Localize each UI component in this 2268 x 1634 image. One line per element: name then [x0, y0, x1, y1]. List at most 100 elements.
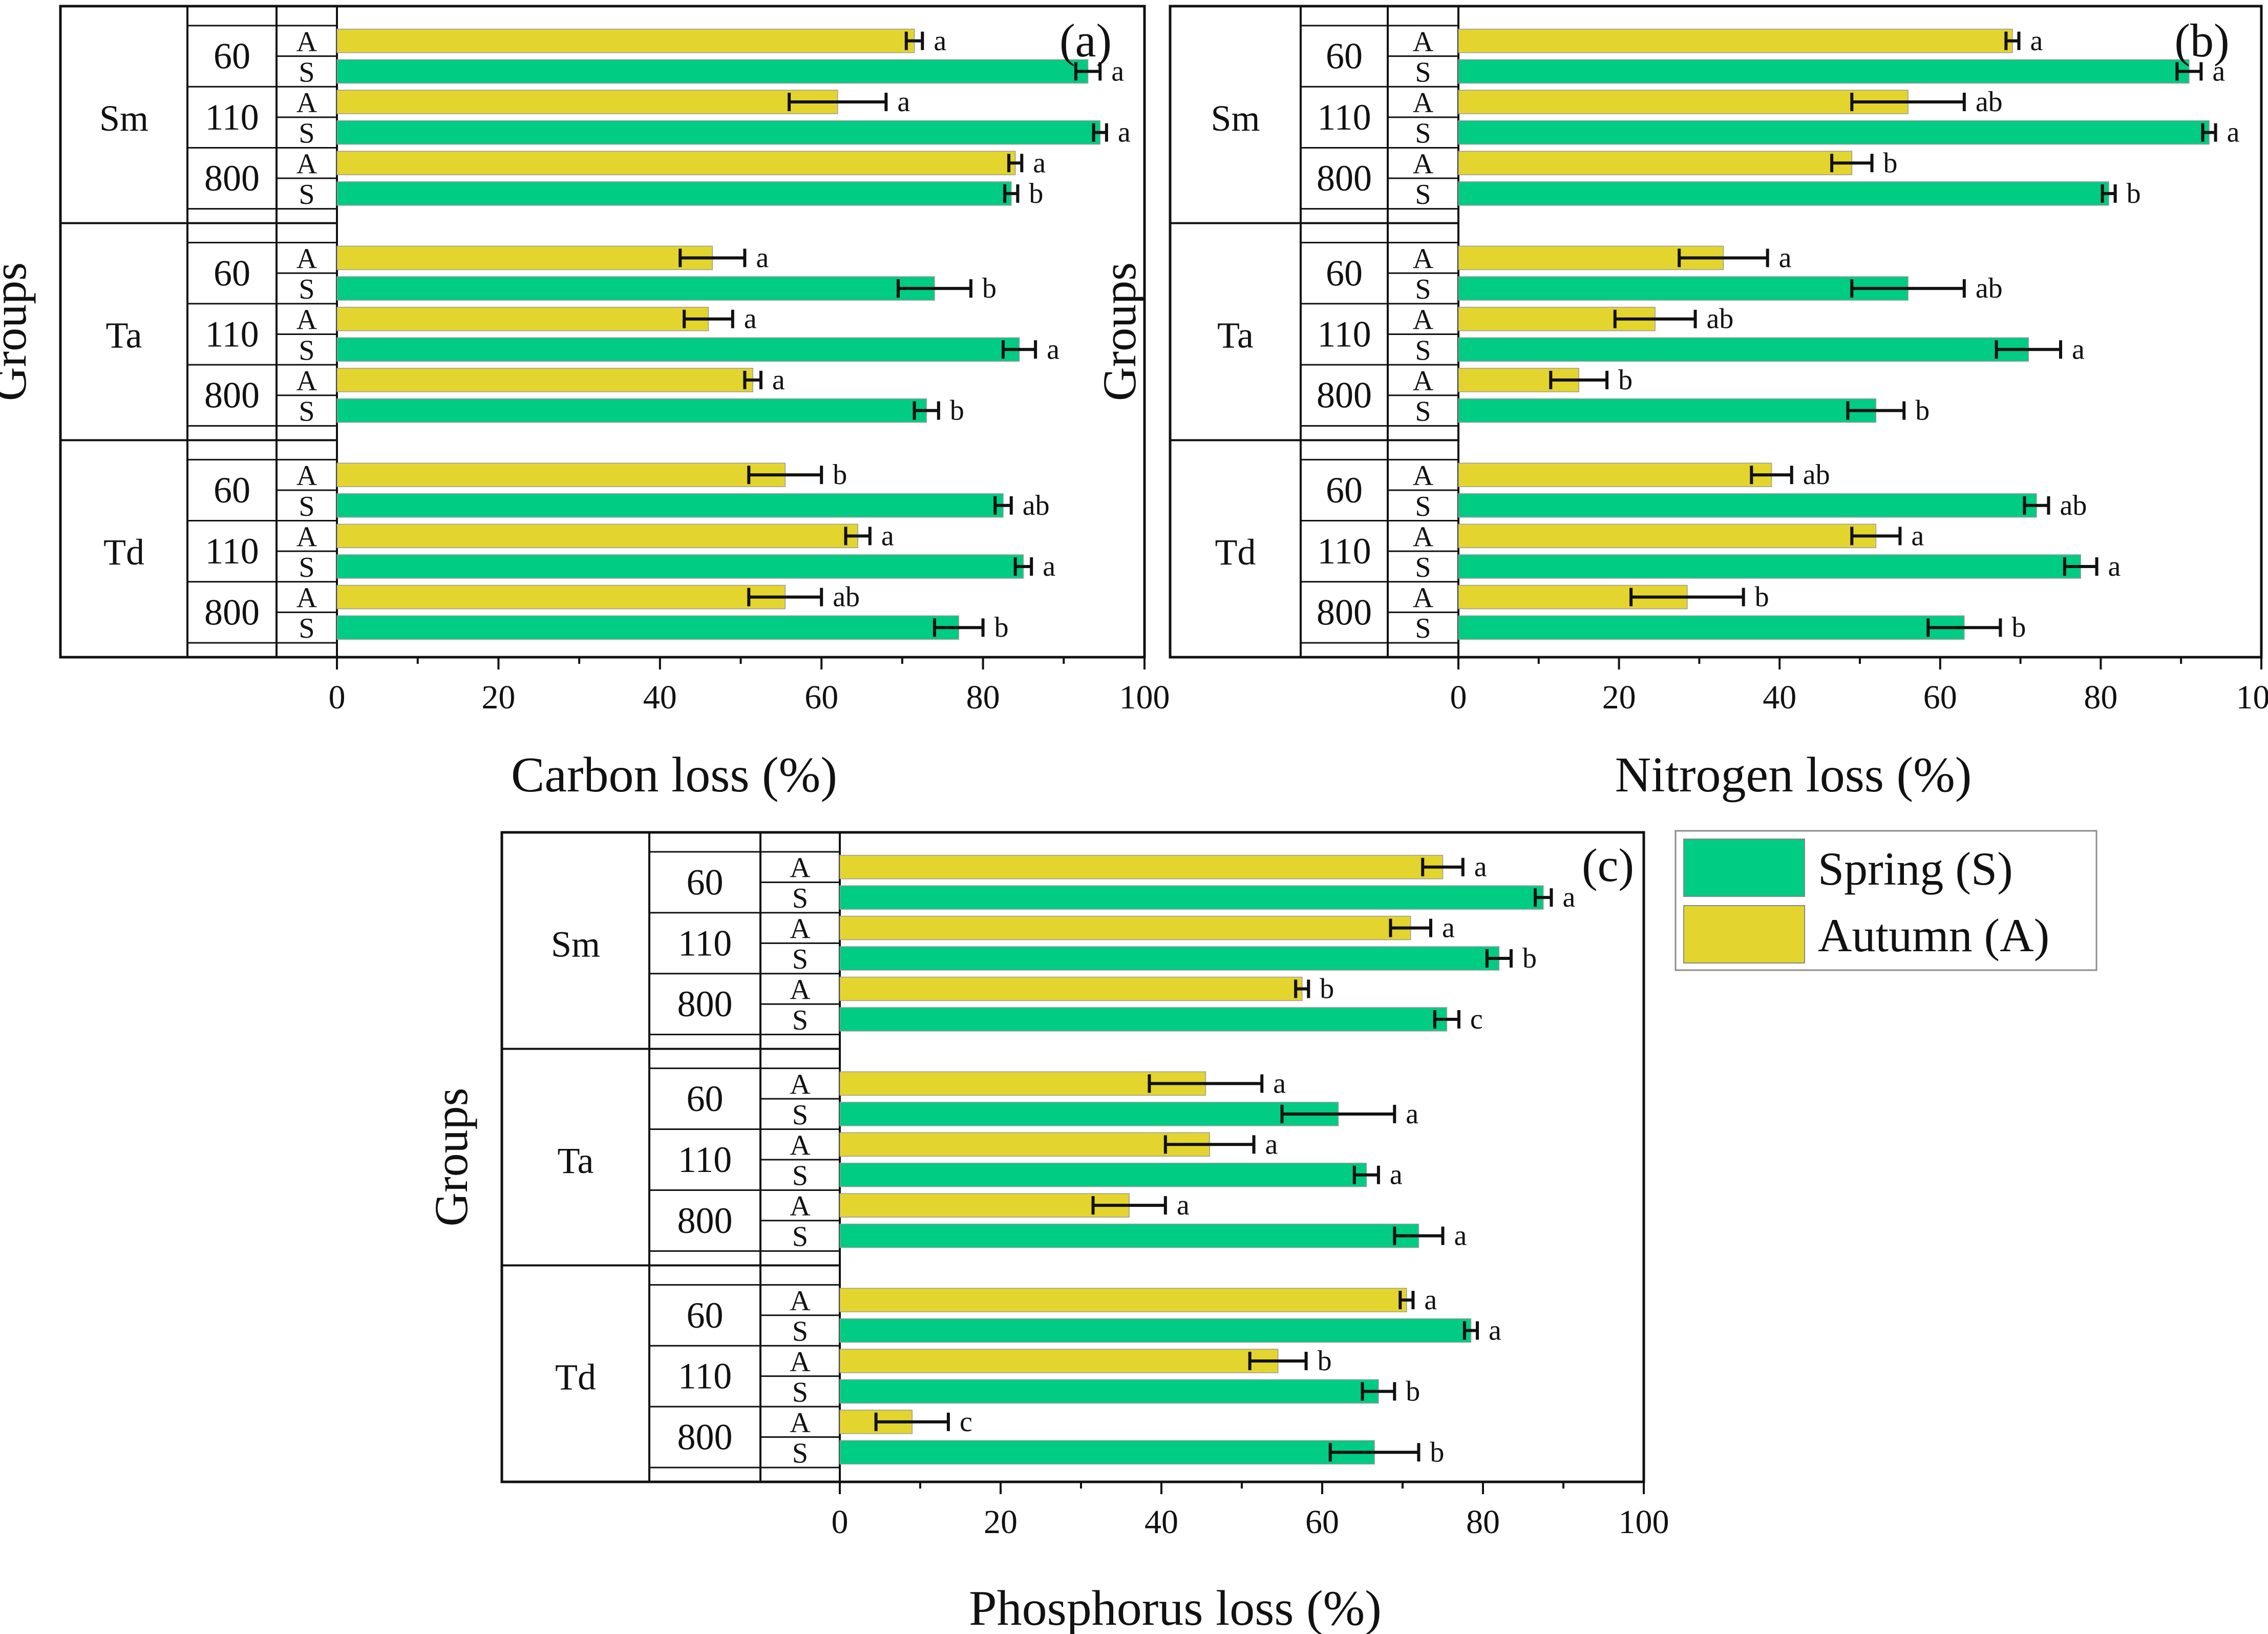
season-label-autumn: A: [1413, 243, 1434, 275]
season-label-spring: S: [299, 118, 314, 150]
bar-autumn: [336, 29, 915, 53]
dosage-label: 800: [1317, 592, 1372, 633]
panel-letter: (a): [1059, 14, 1112, 67]
season-label-autumn: A: [1413, 26, 1434, 58]
significance-letter: b: [982, 273, 997, 304]
season-label-autumn: A: [790, 1129, 811, 1161]
season-label-autumn: A: [296, 26, 317, 58]
significance-letter: b: [1430, 1436, 1444, 1468]
season-label-spring: S: [792, 1316, 808, 1348]
season-label-autumn: A: [1413, 304, 1434, 336]
plot-frame: [1169, 5, 2263, 659]
panel-letter: (c): [1582, 839, 1634, 891]
significance-letter: b: [1755, 581, 1769, 613]
bar-spring: [1458, 615, 1965, 640]
significance-letter: a: [1406, 1098, 1418, 1130]
dosage-label: 110: [678, 1356, 732, 1397]
dosage-label: 110: [678, 923, 732, 963]
significance-letter: c: [1470, 1003, 1483, 1035]
species-label: Td: [1215, 532, 1256, 573]
bar-autumn: [336, 463, 786, 487]
season-label-spring: S: [1415, 179, 1431, 211]
dosage-label: 60: [214, 253, 250, 294]
season-label-spring: S: [792, 883, 808, 914]
bar-autumn: [336, 90, 838, 114]
bar-spring: [839, 1162, 1367, 1187]
bar-autumn: [336, 368, 753, 392]
season-label-autumn: A: [1413, 87, 1434, 119]
x-axis-title: Phosphorus loss (%): [969, 1581, 1382, 1634]
season-label-spring: S: [299, 613, 314, 644]
x-tick-label: 80: [2084, 679, 2117, 716]
species-label: Td: [555, 1357, 596, 1398]
species-label: Sm: [99, 98, 149, 139]
dosage-label: 800: [1317, 158, 1372, 199]
bar-autumn: [1458, 151, 1853, 175]
x-axis-title: Nitrogen loss (%): [1615, 747, 1972, 803]
significance-letter: a: [1911, 520, 1924, 552]
x-tick-label: 20: [481, 679, 515, 716]
bar-spring: [336, 493, 1004, 518]
season-label-spring: S: [299, 334, 314, 366]
season-label-spring: S: [792, 1437, 808, 1469]
season-label-autumn: A: [296, 365, 317, 397]
significance-letter: b: [1320, 973, 1334, 1005]
significance-letter: a: [1454, 1220, 1467, 1252]
season-label-spring: S: [792, 1099, 808, 1131]
x-tick-label: 60: [804, 679, 838, 716]
x-tick-label: 100: [2236, 679, 2268, 716]
season-label-spring: S: [1415, 118, 1431, 150]
dosage-label: 110: [1317, 97, 1371, 138]
season-label-autumn: A: [296, 243, 317, 275]
season-label-autumn: A: [790, 1346, 811, 1378]
x-tick-label: 40: [643, 679, 677, 716]
significance-letter: a: [1118, 117, 1131, 149]
significance-letter: b: [1883, 147, 1898, 179]
bar-spring: [336, 398, 927, 423]
bar-autumn: [336, 245, 713, 270]
x-tick-label: 0: [832, 1503, 849, 1541]
significance-letter: a: [1442, 912, 1455, 944]
legend-label-autumn: Autumn (A): [1818, 909, 2049, 961]
season-label-spring: S: [792, 944, 808, 975]
bar-autumn: [336, 584, 786, 610]
season-label-autumn: A: [1413, 148, 1434, 180]
x-tick-label: 0: [329, 679, 346, 716]
bar-autumn: [1458, 523, 1877, 549]
bar-spring: [336, 120, 1101, 145]
bar-spring: [839, 885, 1544, 910]
dosage-label: 60: [1326, 36, 1363, 77]
significance-letter: a: [744, 303, 757, 335]
bar-autumn: [839, 1193, 1130, 1218]
season-label-autumn: A: [296, 460, 317, 492]
season-label-spring: S: [1415, 334, 1431, 366]
x-tick-label: 20: [1602, 679, 1636, 716]
bar-autumn: [839, 854, 1444, 879]
significance-letter: ab: [2060, 490, 2087, 521]
bar-autumn: [336, 306, 709, 331]
season-label-autumn: A: [790, 852, 811, 884]
dosage-label: 60: [687, 1078, 724, 1119]
dosage-label: 60: [687, 862, 724, 903]
significance-letter: a: [1474, 851, 1487, 883]
season-label-spring: S: [1415, 552, 1431, 583]
significance-letter: ab: [1976, 86, 2003, 118]
season-label-spring: S: [299, 491, 314, 522]
significance-letter: a: [1177, 1189, 1190, 1221]
bar-spring: [839, 1440, 1375, 1465]
season-label-spring: S: [1415, 396, 1431, 428]
significance-letter: a: [1273, 1067, 1286, 1099]
bar-autumn: [336, 151, 1016, 175]
y-axis-title: Groups: [425, 1088, 477, 1227]
x-tick-label: 40: [1144, 1503, 1178, 1541]
dosage-label: 110: [205, 314, 259, 355]
significance-letter: a: [1779, 242, 1792, 274]
season-label-autumn: A: [296, 521, 317, 553]
bar-spring: [839, 1223, 1419, 1248]
dosage-label: 60: [687, 1295, 724, 1336]
x-tick-label: 60: [1305, 1503, 1339, 1541]
bar-spring: [1458, 554, 2081, 579]
significance-letter: b: [1406, 1375, 1420, 1407]
season-label-autumn: A: [790, 1285, 811, 1317]
